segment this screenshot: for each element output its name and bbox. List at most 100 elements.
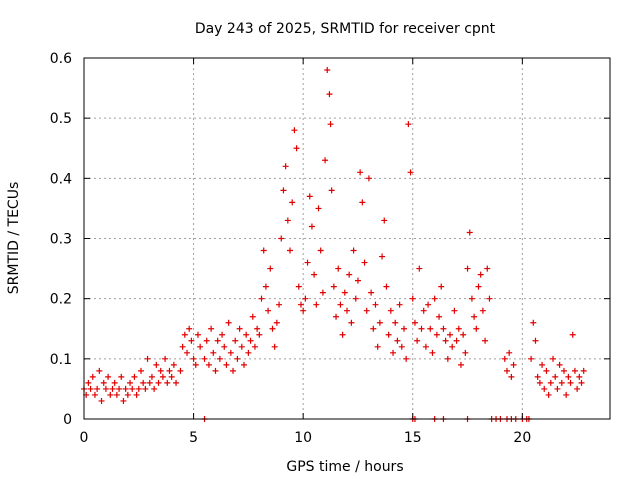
data-point	[462, 349, 469, 356]
data-point	[201, 355, 208, 362]
data-point	[387, 307, 394, 314]
y-tick-label: 0.5	[50, 111, 72, 127]
data-point	[205, 361, 212, 368]
data-point	[256, 331, 263, 338]
data-point	[282, 163, 289, 170]
data-point	[319, 289, 326, 296]
data-point	[370, 325, 377, 332]
data-point	[153, 361, 160, 368]
data-point	[381, 217, 388, 224]
data-point	[85, 379, 92, 386]
data-point	[295, 283, 302, 290]
data-point	[530, 319, 537, 326]
data-point	[225, 319, 232, 326]
data-point	[477, 271, 484, 278]
data-point	[501, 355, 508, 362]
data-point	[157, 367, 164, 374]
data-point	[179, 343, 186, 350]
data-point	[94, 385, 101, 392]
data-point	[466, 229, 473, 236]
data-point	[151, 385, 158, 392]
data-point	[328, 187, 335, 194]
data-point	[276, 301, 283, 308]
data-point	[311, 271, 318, 278]
data-point	[109, 385, 116, 392]
data-point	[168, 373, 175, 380]
data-point	[216, 355, 223, 362]
data-point	[374, 343, 381, 350]
chart-title: Day 243 of 2025, SRMTID for receiver cpn…	[195, 21, 496, 37]
data-point	[284, 217, 291, 224]
data-point	[287, 247, 294, 254]
data-point	[254, 325, 261, 332]
data-point	[447, 331, 454, 338]
data-point	[567, 379, 574, 386]
data-point	[208, 325, 215, 332]
data-point	[212, 367, 219, 374]
data-point	[197, 343, 204, 350]
data-point	[113, 391, 120, 398]
data-point	[539, 361, 546, 368]
data-point	[326, 91, 333, 98]
data-point	[444, 355, 451, 362]
data-point	[468, 295, 475, 302]
data-point	[159, 373, 166, 380]
x-tick-label: 0	[80, 430, 89, 446]
data-point	[124, 391, 131, 398]
data-point	[543, 367, 550, 374]
data-point	[532, 337, 539, 344]
data-point	[460, 331, 467, 338]
data-point	[580, 367, 587, 374]
data-point	[438, 283, 445, 290]
data-point	[400, 325, 407, 332]
data-point	[339, 331, 346, 338]
data-point	[236, 325, 243, 332]
data-point	[440, 325, 447, 332]
data-point	[453, 337, 460, 344]
data-point	[569, 331, 576, 338]
data-point	[405, 121, 412, 128]
data-point	[102, 385, 109, 392]
data-point	[563, 391, 570, 398]
data-point	[407, 169, 414, 176]
data-point	[122, 385, 129, 392]
data-point	[96, 367, 103, 374]
data-point	[164, 379, 171, 386]
data-point	[479, 307, 486, 314]
data-point	[91, 391, 98, 398]
data-point	[105, 373, 112, 380]
data-point	[166, 367, 173, 374]
data-point	[396, 301, 403, 308]
data-point	[534, 373, 541, 380]
data-point	[411, 319, 418, 326]
data-point	[181, 331, 188, 338]
data-point	[346, 271, 353, 278]
y-tick-label: 0.2	[50, 292, 72, 308]
data-point	[232, 337, 239, 344]
data-point	[341, 289, 348, 296]
data-point	[486, 295, 493, 302]
data-point	[214, 337, 221, 344]
data-point	[194, 331, 201, 338]
data-point	[137, 367, 144, 374]
data-point	[210, 349, 217, 356]
data-point	[148, 373, 155, 380]
data-point	[251, 343, 258, 350]
data-point	[170, 361, 177, 368]
data-point	[219, 331, 226, 338]
data-point	[545, 391, 552, 398]
data-point	[260, 247, 267, 254]
grid	[84, 58, 610, 419]
data-point	[392, 319, 399, 326]
data-point	[547, 379, 554, 386]
data-point	[414, 337, 421, 344]
data-point	[293, 145, 300, 152]
data-point	[238, 343, 245, 350]
data-point	[177, 367, 184, 374]
data-point	[350, 247, 357, 254]
data-point	[313, 301, 320, 308]
data-point	[240, 361, 247, 368]
data-point	[302, 295, 309, 302]
data-point	[131, 373, 138, 380]
